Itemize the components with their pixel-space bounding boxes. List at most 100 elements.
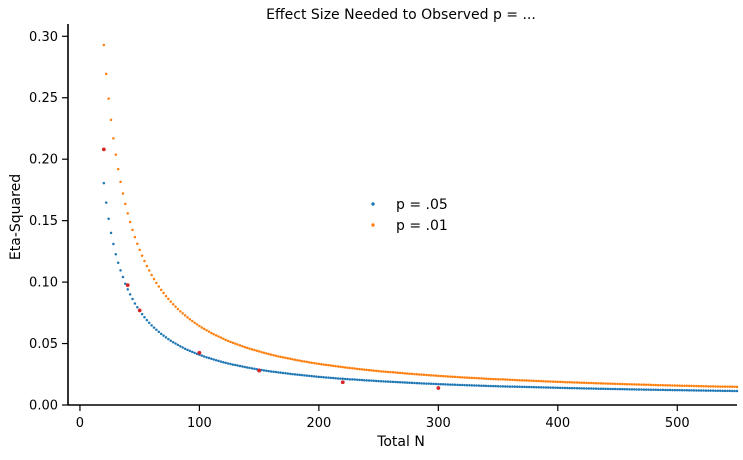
data-point bbox=[482, 384, 485, 387]
data-point bbox=[616, 387, 619, 391]
data-point bbox=[250, 348, 254, 351]
data-point bbox=[145, 318, 149, 322]
data-point bbox=[566, 386, 569, 390]
data-point bbox=[198, 324, 201, 328]
data-point bbox=[554, 386, 557, 390]
data-point bbox=[303, 360, 306, 363]
data-point bbox=[451, 383, 454, 386]
data-point bbox=[654, 388, 658, 392]
data-point bbox=[238, 364, 242, 368]
data-point bbox=[413, 372, 416, 376]
data-point bbox=[558, 386, 562, 390]
data-point bbox=[353, 367, 356, 370]
data-point bbox=[618, 387, 622, 391]
data-point bbox=[644, 388, 648, 391]
data-point bbox=[386, 370, 390, 374]
data-point bbox=[549, 386, 552, 389]
data-point bbox=[293, 358, 297, 362]
data-point bbox=[697, 384, 701, 388]
data-point bbox=[245, 346, 249, 350]
data-point bbox=[699, 384, 703, 388]
data-point bbox=[434, 374, 438, 377]
data-point bbox=[492, 384, 495, 388]
data-point bbox=[126, 288, 129, 291]
data-point bbox=[312, 375, 316, 378]
data-point bbox=[685, 384, 689, 387]
data-point bbox=[303, 374, 306, 377]
data-point bbox=[704, 389, 708, 392]
data-point bbox=[370, 369, 373, 372]
data-point bbox=[348, 378, 352, 381]
data-point bbox=[544, 386, 548, 389]
data-point bbox=[456, 375, 459, 379]
data-point bbox=[558, 380, 562, 384]
data-point bbox=[513, 378, 517, 382]
data-point bbox=[293, 373, 297, 376]
data-point bbox=[260, 350, 263, 354]
data-point bbox=[480, 377, 483, 380]
data-point bbox=[532, 379, 536, 383]
data-point bbox=[611, 387, 615, 391]
data-point bbox=[587, 387, 591, 390]
data-point bbox=[730, 385, 734, 389]
data-point bbox=[642, 388, 646, 391]
data-point bbox=[475, 376, 478, 380]
data-point bbox=[406, 372, 409, 375]
data-point bbox=[723, 389, 727, 393]
data-point bbox=[308, 374, 311, 378]
data-point bbox=[391, 371, 395, 374]
data-point bbox=[673, 388, 677, 392]
data-point bbox=[267, 369, 270, 373]
data-point bbox=[248, 366, 251, 370]
data-point bbox=[449, 383, 452, 386]
data-point bbox=[174, 305, 177, 308]
data-point bbox=[594, 381, 598, 385]
data-point bbox=[501, 378, 505, 381]
data-point bbox=[305, 360, 309, 364]
data-point bbox=[449, 375, 452, 378]
data-point bbox=[331, 364, 335, 368]
data-point bbox=[245, 366, 249, 369]
data-point bbox=[269, 353, 273, 356]
data-point bbox=[527, 379, 531, 382]
data-point bbox=[671, 388, 674, 392]
data-point bbox=[625, 382, 629, 386]
data-point bbox=[446, 383, 450, 386]
data-point bbox=[611, 382, 615, 385]
data-point bbox=[174, 342, 177, 345]
data-point bbox=[496, 384, 500, 388]
data-point bbox=[241, 365, 244, 368]
data-point bbox=[112, 242, 115, 246]
data-point bbox=[243, 345, 247, 349]
data-point bbox=[186, 316, 189, 319]
data-point bbox=[374, 369, 378, 373]
y-tick-label: 0.20 bbox=[29, 153, 58, 168]
data-point bbox=[515, 385, 519, 389]
data-point bbox=[530, 385, 533, 389]
highlight-point bbox=[436, 386, 441, 390]
data-point bbox=[291, 372, 294, 376]
data-point bbox=[656, 383, 660, 387]
data-point bbox=[226, 362, 230, 365]
data-point bbox=[147, 321, 151, 325]
data-point bbox=[590, 381, 593, 385]
data-point bbox=[487, 377, 490, 381]
data-point bbox=[131, 228, 134, 232]
data-point bbox=[456, 383, 459, 387]
data-point bbox=[183, 347, 187, 350]
data-point bbox=[394, 371, 397, 374]
data-point bbox=[690, 389, 693, 392]
x-axis-ticks: 0 100 200 300 400 500 bbox=[76, 405, 690, 431]
data-point bbox=[633, 383, 636, 386]
data-point bbox=[606, 387, 610, 391]
data-point bbox=[339, 365, 342, 369]
data-point bbox=[506, 378, 509, 381]
data-point bbox=[186, 348, 189, 352]
data-point bbox=[573, 381, 576, 384]
data-point bbox=[544, 380, 548, 383]
data-point bbox=[551, 386, 555, 389]
data-point bbox=[107, 217, 110, 221]
data-point bbox=[288, 357, 292, 361]
data-point bbox=[155, 328, 158, 332]
data-point bbox=[379, 370, 383, 373]
